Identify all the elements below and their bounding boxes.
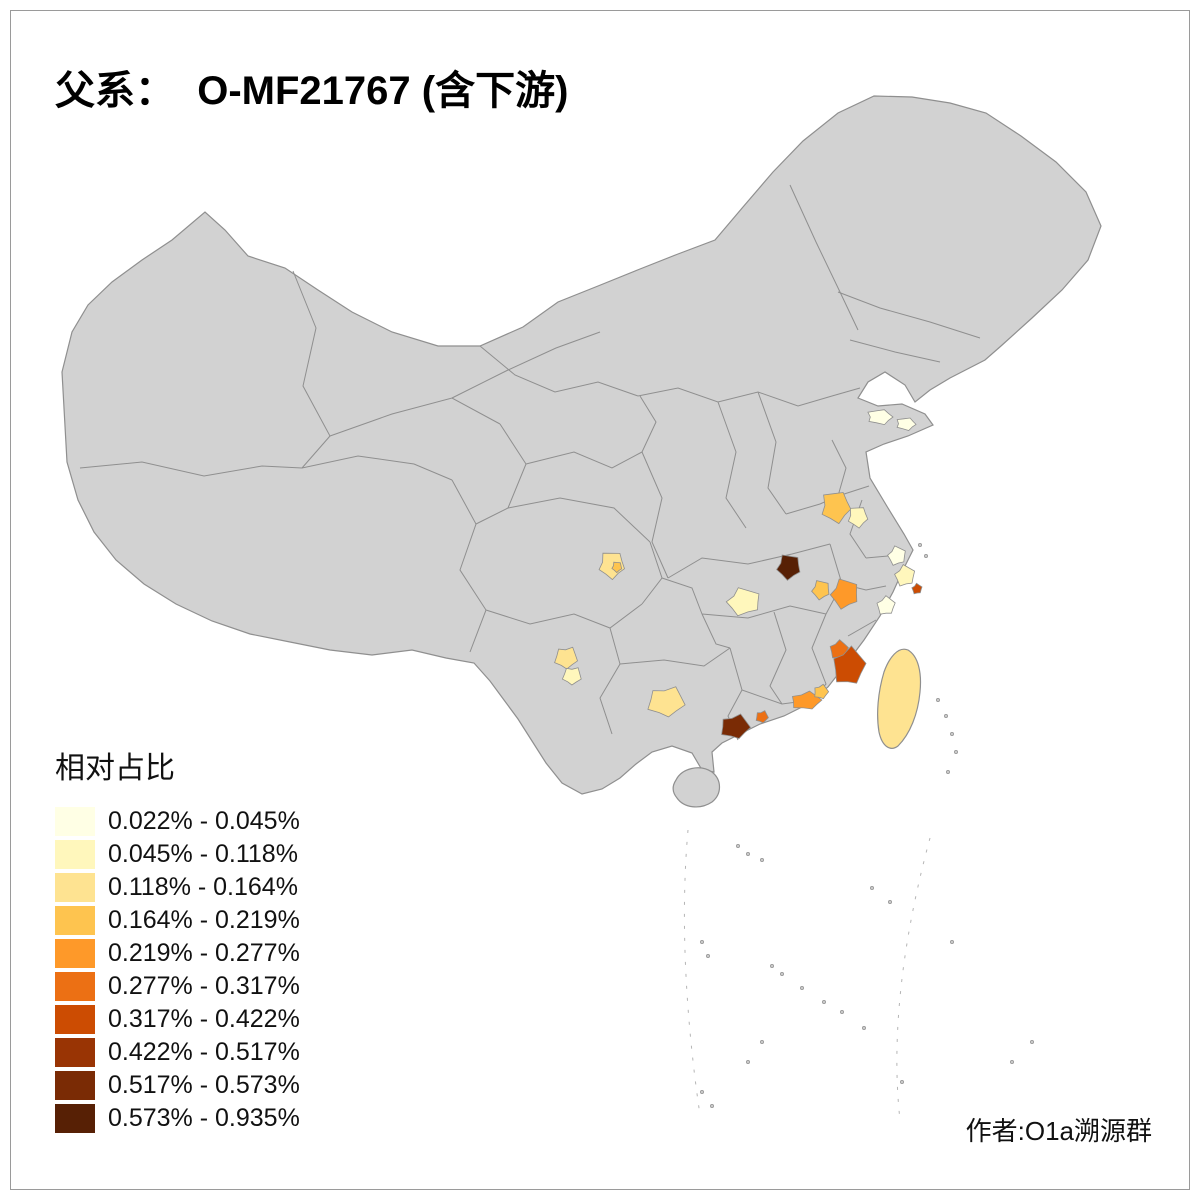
colored-region-jiangxi-north <box>829 578 858 610</box>
legend-swatch <box>55 939 95 968</box>
colored-region-guangdong-northeast <box>814 683 830 700</box>
legend-swatch <box>55 1071 95 1100</box>
legend-row: 0.164% - 0.219% <box>55 904 300 937</box>
legend-title: 相对占比 <box>55 752 175 785</box>
legend-swatch <box>55 1005 95 1034</box>
legend-row: 0.317% - 0.422% <box>55 1003 300 1036</box>
china-mainland-outline <box>61 95 1102 795</box>
colored-region-guangdong-central-dot <box>755 710 769 724</box>
legend-row: 0.422% - 0.517% <box>55 1036 300 1069</box>
legend-swatch <box>55 906 95 935</box>
colored-region-guangxi-southeast <box>647 686 686 718</box>
colored-region-yunnan-central <box>554 646 578 670</box>
legend-label: 0.164% - 0.219% <box>108 906 300 934</box>
colored-region-anhui-central <box>821 492 852 525</box>
author-credit: 作者:O1a溯源群 <box>965 1116 1152 1146</box>
legend-swatch <box>55 972 95 1001</box>
legend: 相对占比 0.022% - 0.045% 0.045% - 0.118% 0.118… <box>55 743 300 1135</box>
legend-label: 0.045% - 0.118% <box>108 840 298 868</box>
province-borders <box>79 184 981 741</box>
colored-region-hunan-central <box>725 587 760 617</box>
colored-region-zhejiang-central <box>894 564 916 587</box>
colored-region-zhejiang-coast-dot <box>911 582 923 595</box>
legend-label: 0.317% - 0.422% <box>108 1005 300 1033</box>
colored-region-fujian-coast <box>833 645 867 684</box>
legend-row: 0.517% - 0.573% <box>55 1069 300 1102</box>
colored-region-zhejiang-north <box>887 545 906 566</box>
colored-region-sichuan-small-dot <box>611 561 623 574</box>
legend-label: 0.517% - 0.573% <box>108 1071 300 1099</box>
taiwan-island <box>877 648 922 749</box>
colored-region-shandong-peninsula-east <box>867 409 894 426</box>
legend-label: 0.422% - 0.517% <box>108 1038 300 1066</box>
map-base-layer <box>61 95 1102 808</box>
colored-region-hubei-east-dark <box>776 554 801 581</box>
south-china-sea-islands <box>683 543 1034 1121</box>
colored-region-yunnan-south <box>561 667 582 686</box>
legend-label: 0.277% - 0.317% <box>108 972 300 1000</box>
legend-row: 0.022% - 0.045% <box>55 805 300 838</box>
legend-rows: 0.022% - 0.045% 0.045% - 0.118% 0.118% - 0… <box>55 805 300 1135</box>
legend-row: 0.219% - 0.277% <box>55 937 300 970</box>
colored-region-guangdong-west-dark <box>721 713 752 739</box>
colored-region-hubei-southeast <box>811 580 830 601</box>
colored-region-shandong-peninsula-tip <box>896 417 917 431</box>
legend-row: 0.045% - 0.118% <box>55 838 300 871</box>
colored-regions-layer <box>554 409 923 739</box>
legend-row: 0.118% - 0.164% <box>55 871 300 904</box>
legend-swatch <box>55 840 95 869</box>
legend-label: 0.118% - 0.164% <box>108 873 298 901</box>
colored-region-sichuan-chengdu-area <box>598 552 625 581</box>
legend-label: 0.573% - 0.935% <box>108 1104 300 1132</box>
legend-swatch <box>55 873 95 902</box>
legend-swatch <box>55 807 95 836</box>
hainan-island <box>672 767 721 808</box>
colored-region-zhejiang-south <box>876 595 896 615</box>
legend-row: 0.573% - 0.935% <box>55 1102 300 1135</box>
legend-swatch <box>55 1104 95 1133</box>
legend-label: 0.022% - 0.045% <box>108 807 300 835</box>
map-title: 父系： O-MF21767 (含下游) <box>55 69 569 113</box>
legend-swatch <box>55 1038 95 1067</box>
legend-label: 0.219% - 0.277% <box>108 939 300 967</box>
legend-row: 0.277% - 0.317% <box>55 970 300 1003</box>
colored-region-anhui-east <box>847 507 869 529</box>
